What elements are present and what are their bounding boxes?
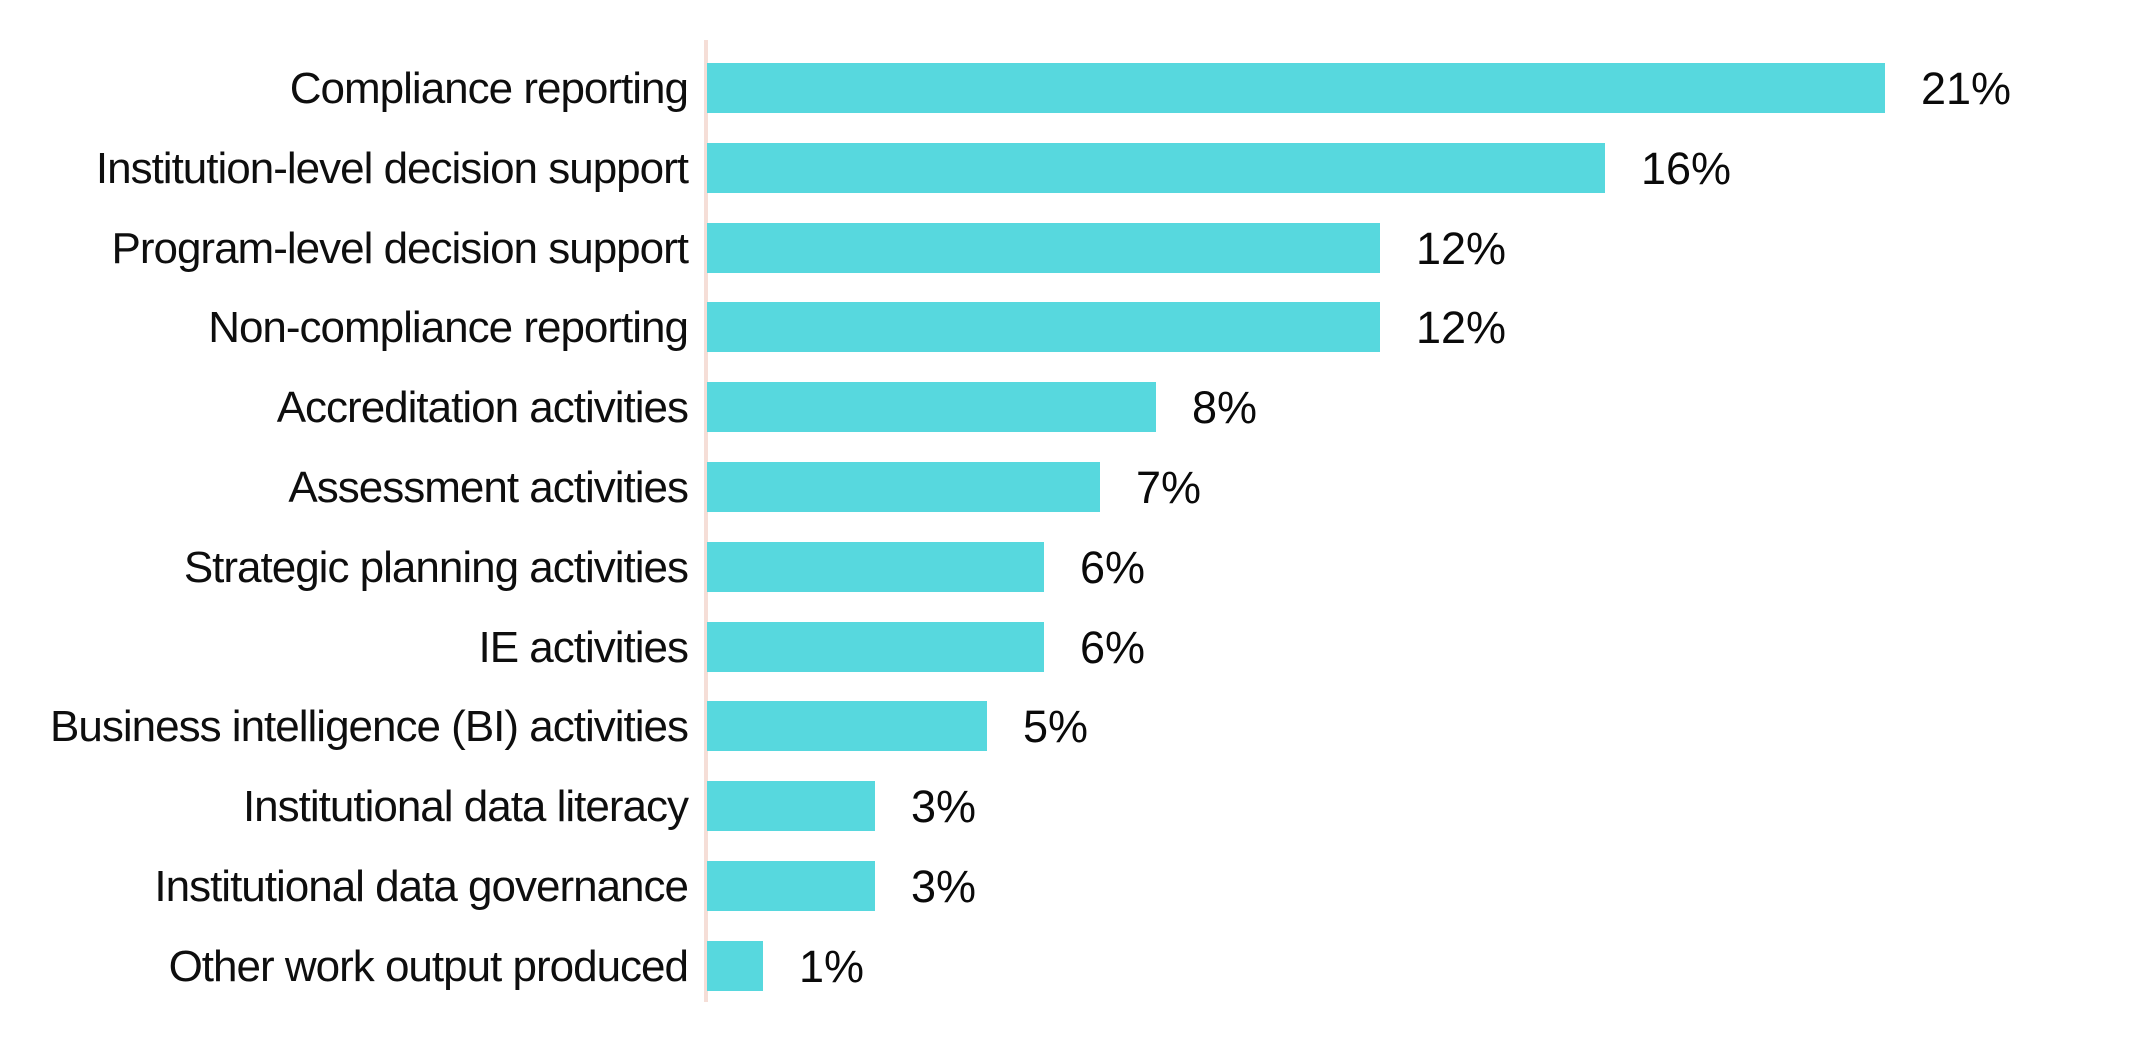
chart-row: Assessment activities 7% [0,462,2145,513]
chart-row: Accreditation activities 8% [0,382,2145,433]
value-label: 6% [1080,622,1146,673]
chart-row: Strategic planning activities 6% [0,542,2145,593]
value-label: 7% [1136,462,1202,513]
value-label: 3% [911,861,977,912]
value-label: 6% [1080,542,1146,593]
bar [707,542,1044,592]
chart-row: Business intelligence (BI) activities 5% [0,701,2145,752]
bar [707,302,1380,352]
bar [707,941,763,991]
chart-row: Other work output produced 1% [0,941,2145,992]
bar [707,63,1885,113]
category-label: Compliance reporting [289,64,689,113]
value-label: 8% [1192,382,1258,433]
bar [707,382,1156,432]
value-label: 12% [1416,223,1507,274]
category-label: Other work output produced [168,942,689,991]
chart-row: Program-level decision support 12% [0,223,2145,274]
category-label: Non-compliance reporting [208,303,689,352]
category-label: Institutional data governance [154,862,689,911]
value-label: 3% [911,781,977,832]
category-label: Institution-level decision support [95,144,689,193]
value-label: 16% [1641,143,1732,194]
chart-row: Institutional data literacy 3% [0,781,2145,832]
bar [707,462,1100,512]
category-label: Accreditation activities [276,383,689,432]
chart-row: Institution-level decision support 16% [0,143,2145,194]
chart-row: Institutional data governance 3% [0,861,2145,912]
bar [707,223,1380,273]
chart-row: IE activities 6% [0,622,2145,673]
category-label: Assessment activities [288,463,689,512]
bar [707,143,1605,193]
y-axis-line [704,40,708,1002]
category-label: IE activities [478,623,689,672]
value-label: 5% [1023,701,1089,752]
category-label: Institutional data literacy [242,782,689,831]
category-label: Business intelligence (BI) activities [50,702,689,751]
bar [707,701,987,751]
category-label: Strategic planning activities [183,543,689,592]
category-label: Program-level decision support [111,224,689,273]
bar [707,861,875,911]
bar [707,781,875,831]
bar [707,622,1044,672]
value-label: 1% [799,941,865,992]
chart-row: Compliance reporting 21% [0,63,2145,114]
chart-row: Non-compliance reporting 12% [0,302,2145,353]
value-label: 12% [1416,302,1507,353]
value-label: 21% [1921,63,2012,114]
